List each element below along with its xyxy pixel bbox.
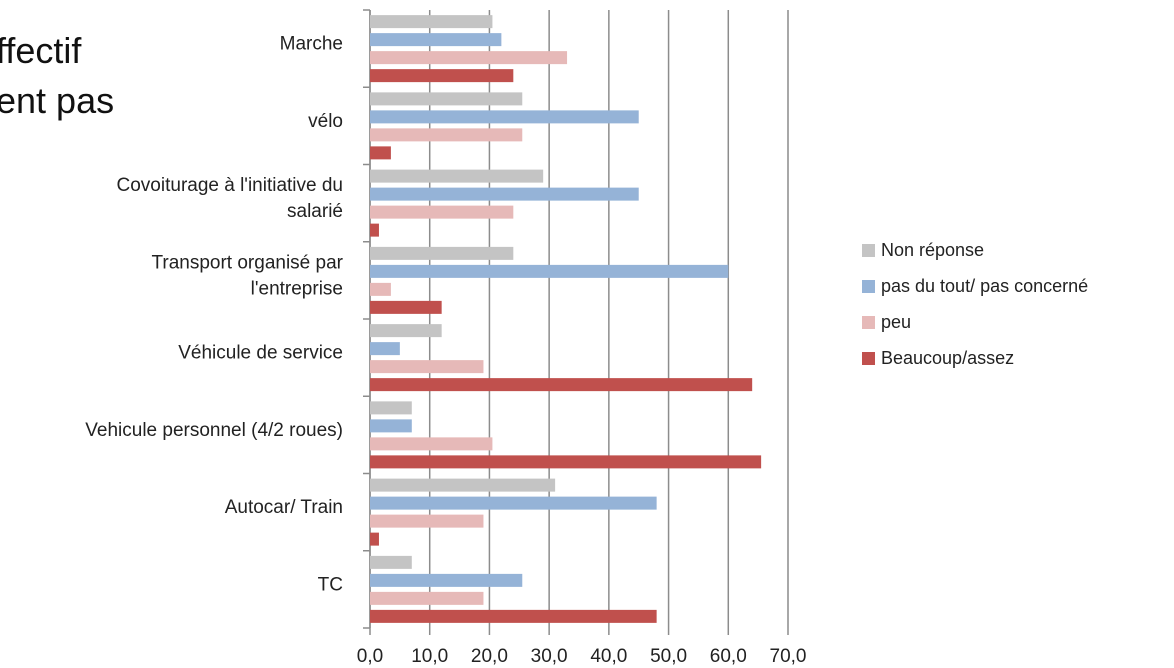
title-line-1: ffectif xyxy=(0,30,82,71)
x-tick-label: 0,0 xyxy=(357,646,383,667)
category-label: salarié xyxy=(287,201,343,222)
bar xyxy=(370,264,729,278)
category-label: Marche xyxy=(280,34,343,55)
bar xyxy=(370,128,523,142)
x-tick-label: 10,0 xyxy=(411,646,448,667)
bar xyxy=(370,514,484,528)
bar xyxy=(370,110,639,124)
legend-label: Beaucoup/assez xyxy=(881,347,1015,368)
chart-legend: Non réponse pas du tout/ pas concerné peu B… xyxy=(862,232,1088,376)
bar xyxy=(370,15,493,29)
legend-label: pas du tout/ pas concerné xyxy=(881,275,1089,296)
bar xyxy=(370,187,639,201)
bar xyxy=(370,282,391,296)
title-line-2: ent pas xyxy=(0,80,115,121)
bar xyxy=(370,223,379,237)
bar xyxy=(370,419,412,433)
legend-swatch xyxy=(862,279,875,293)
bar xyxy=(370,51,568,65)
legend-swatch xyxy=(862,243,875,257)
bar xyxy=(370,591,484,605)
bar xyxy=(370,532,379,546)
bar xyxy=(370,246,514,260)
category-label: Covoiturage à l'initiative du xyxy=(117,175,343,196)
category-label: l'entreprise xyxy=(251,278,343,299)
page-title-fragment: ffectif ent pas xyxy=(0,26,114,126)
bar xyxy=(370,69,514,83)
category-label: Autocar/ Train xyxy=(225,497,343,518)
legend-swatch xyxy=(862,351,875,365)
x-tick-label: 30,0 xyxy=(531,646,568,667)
bar xyxy=(370,360,484,374)
bar xyxy=(370,401,412,415)
bar xyxy=(370,205,514,219)
bar xyxy=(370,33,502,47)
legend-item: pas du tout/ pas concerné xyxy=(862,268,1088,304)
legend-label: peu xyxy=(881,311,912,332)
legend-label: Non réponse xyxy=(881,239,985,260)
bar xyxy=(370,342,400,356)
x-tick-label: 60,0 xyxy=(710,646,747,667)
bar xyxy=(370,437,493,451)
bar xyxy=(370,478,556,492)
legend-swatch xyxy=(862,315,875,329)
category-label: Véhicule de service xyxy=(178,343,343,364)
bar xyxy=(370,496,657,510)
category-label: Transport organisé par xyxy=(151,252,343,273)
bar xyxy=(370,92,523,106)
legend-item: Non réponse xyxy=(862,232,1088,268)
bar xyxy=(370,455,762,469)
bar xyxy=(370,609,657,623)
category-label: TC xyxy=(318,574,343,595)
category-label: vélo xyxy=(308,111,343,132)
x-tick-label: 20,0 xyxy=(471,646,508,667)
bar xyxy=(370,378,753,392)
x-tick-label: 50,0 xyxy=(650,646,687,667)
x-tick-label: 70,0 xyxy=(770,646,807,667)
bar xyxy=(370,555,412,569)
bar xyxy=(370,573,523,587)
x-tick-label: 40,0 xyxy=(590,646,627,667)
legend-item: Beaucoup/assez xyxy=(862,340,1088,376)
category-label: Vehicule personnel (4/2 roues) xyxy=(85,420,343,441)
bar xyxy=(370,169,544,183)
bar xyxy=(370,324,442,338)
bar xyxy=(370,146,391,160)
bar xyxy=(370,300,442,314)
legend-item: peu xyxy=(862,304,1088,340)
